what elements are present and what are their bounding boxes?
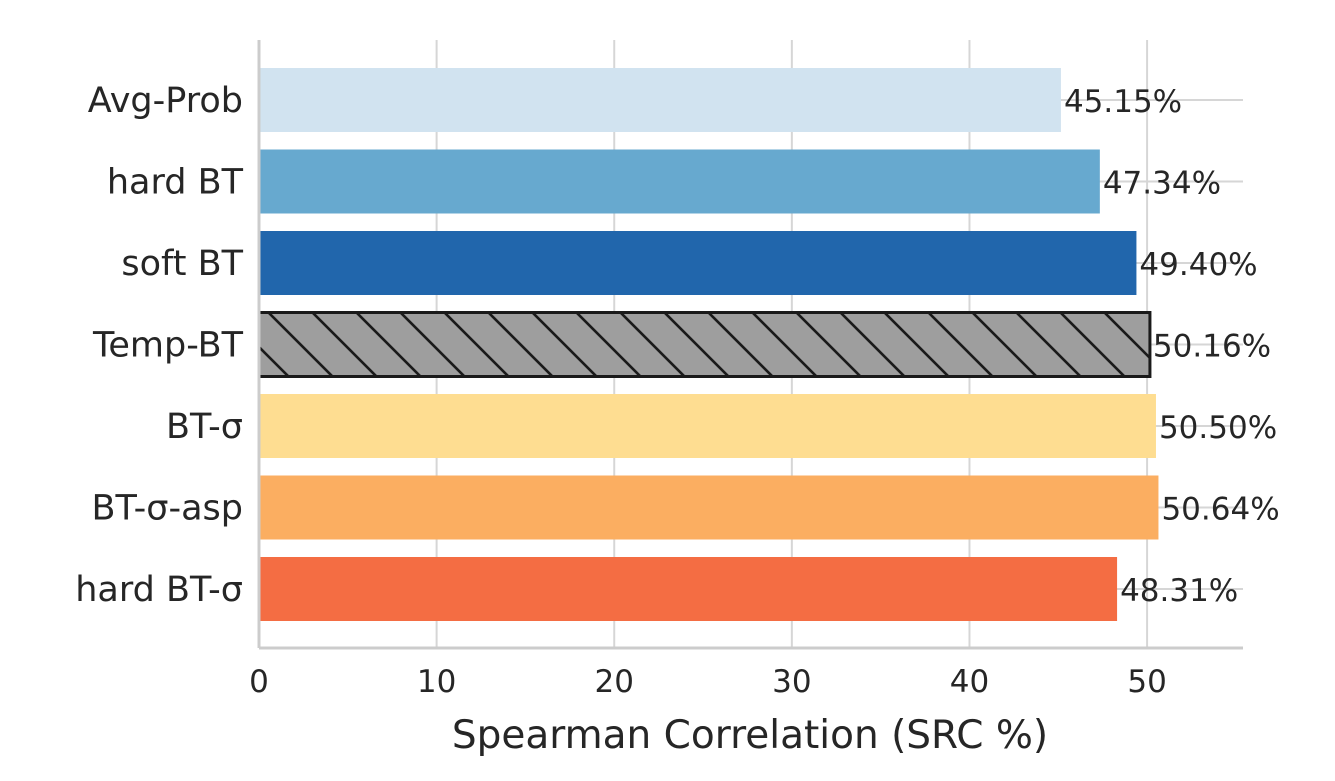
y-tick-label: soft BT (121, 244, 243, 284)
data-label: 50.16% (1153, 329, 1271, 365)
x-tick-label: 40 (950, 664, 989, 700)
bar (259, 475, 1159, 540)
y-tick-label: BT-σ (166, 407, 243, 447)
y-tick-label: hard BT-σ (75, 570, 243, 610)
bar (257, 311, 1152, 378)
axes (257, 40, 1243, 650)
x-axis-label: Spearman Correlation (SRC %) (452, 713, 1048, 758)
labels: 0 10 20 30 40 50 Avg-Prob 45.15% hard BT 47.34% so… (75, 81, 1279, 700)
x-tick-label: 0 (249, 664, 269, 700)
bar (259, 231, 1137, 295)
x-tick-label: 30 (772, 664, 811, 700)
y-tick-label: Avg-Prob (88, 81, 243, 121)
x-tick-label: 50 (1127, 664, 1166, 700)
data-label: 49.40% (1139, 247, 1257, 283)
bar (259, 557, 1118, 621)
bar (259, 68, 1061, 132)
bar (259, 149, 1100, 214)
x-tick-label: 10 (417, 664, 456, 700)
data-label: 50.50% (1159, 410, 1277, 446)
data-label: 50.64% (1161, 492, 1279, 528)
y-tick-label: hard BT (107, 163, 244, 203)
bars (257, 68, 1159, 621)
data-label: 47.34% (1103, 166, 1221, 202)
data-label: 45.15% (1064, 84, 1182, 120)
y-tick-label: BT-σ-asp (91, 489, 243, 529)
data-label: 48.31% (1120, 573, 1238, 609)
y-tick-label: Temp-BT (92, 326, 244, 366)
bar (259, 394, 1156, 458)
x-tick-label: 20 (595, 664, 634, 700)
